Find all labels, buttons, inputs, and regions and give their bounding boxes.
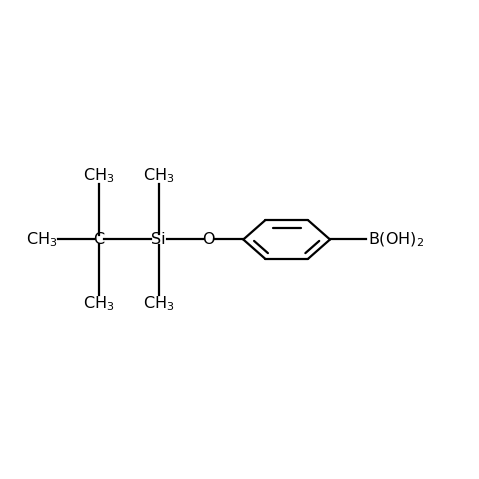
Text: CH$_3$: CH$_3$ <box>143 166 174 184</box>
Text: C: C <box>93 232 104 247</box>
Text: CH$_3$: CH$_3$ <box>83 295 115 313</box>
Text: CH$_3$: CH$_3$ <box>83 166 115 184</box>
Text: O: O <box>202 232 215 247</box>
Text: B(OH)$_2$: B(OH)$_2$ <box>368 230 424 249</box>
Text: CH$_3$: CH$_3$ <box>143 295 174 313</box>
Text: CH$_3$: CH$_3$ <box>26 230 57 249</box>
Text: Si: Si <box>151 232 166 247</box>
